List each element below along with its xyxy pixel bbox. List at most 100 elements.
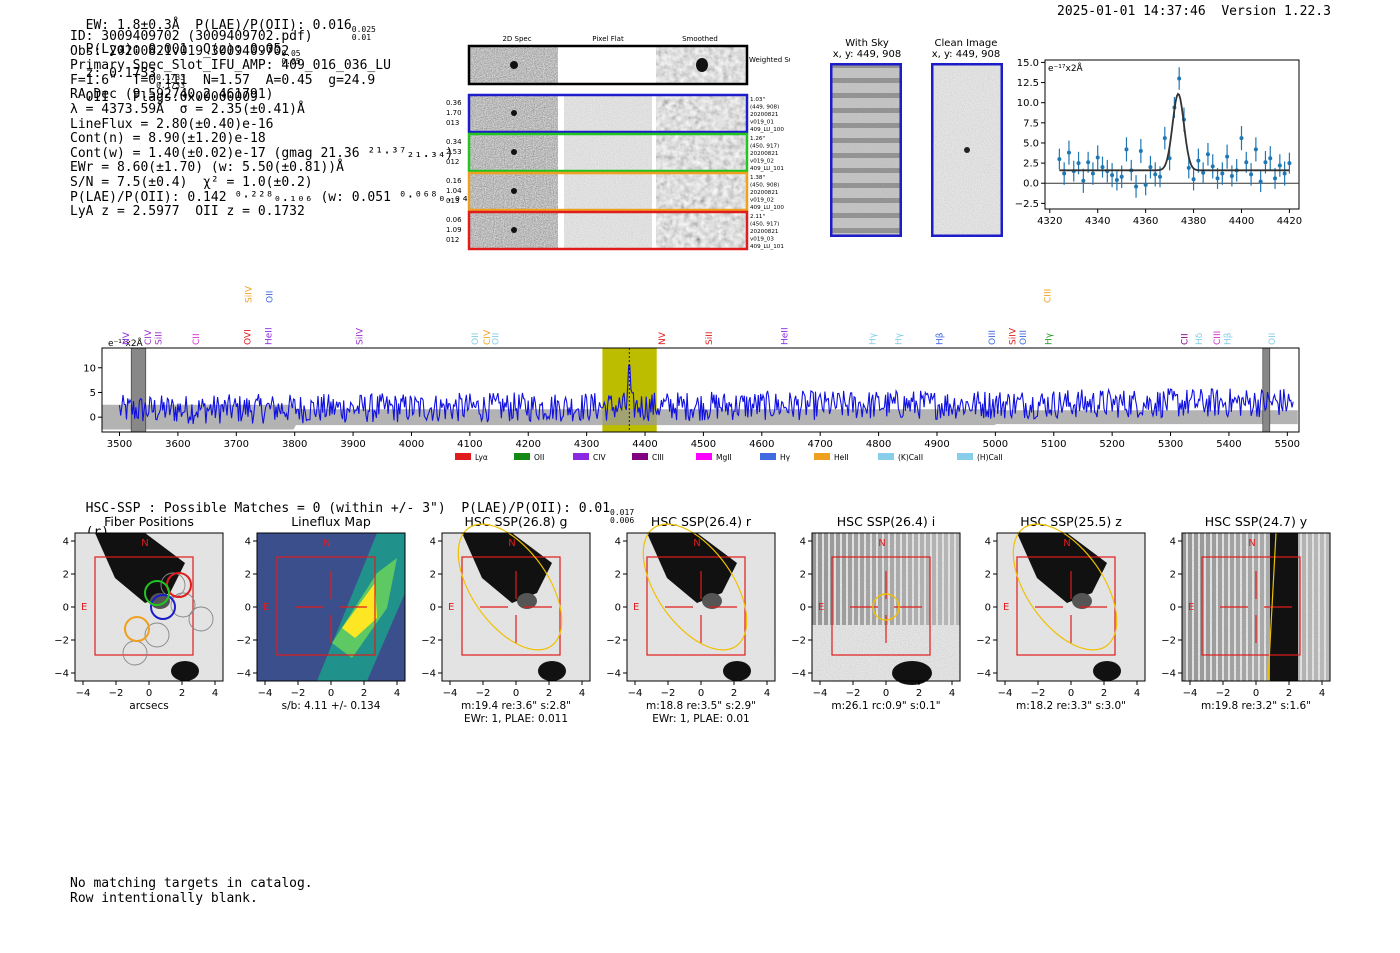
spectrum-xtick-label: 5200 bbox=[1099, 439, 1124, 450]
panel-ytick-label: 4 bbox=[800, 537, 806, 548]
panel-caption: m:26.1 rc:0.9" s:0.1" bbox=[831, 700, 940, 712]
panel-xtick-label: 4 bbox=[1319, 688, 1325, 699]
panel-ytick-label: −4 bbox=[54, 669, 69, 680]
panel-ytick-label: 0 bbox=[800, 603, 806, 614]
cutout-left-stat: 1.09 bbox=[446, 226, 462, 234]
cutout-frame bbox=[467, 171, 749, 212]
emission-line-label: OII bbox=[471, 333, 481, 345]
emission-line-name: CIII bbox=[1043, 289, 1053, 303]
cutout-frame bbox=[467, 210, 749, 251]
cutout-smoothed bbox=[656, 173, 746, 210]
with-sky-title: With Sky x, y: 449, 908 bbox=[826, 38, 908, 60]
fit-ytick-label: 12.5 bbox=[1017, 78, 1039, 89]
spectrum-xtick-label: 4200 bbox=[516, 439, 541, 450]
cutout-gap bbox=[652, 212, 656, 249]
emission-line-label: Hδ bbox=[1195, 332, 1205, 345]
galaxy-ellipse-edge bbox=[1267, 532, 1277, 682]
neighbor-source bbox=[723, 661, 751, 681]
cutout-right-meta: v019_02 bbox=[750, 159, 774, 165]
panel-xtick-label: −2 bbox=[109, 688, 124, 699]
emission-line-label: Hβ bbox=[935, 332, 945, 345]
cutout-left-stat: 0.36 bbox=[446, 99, 462, 107]
panel-title: Lineflux Map bbox=[291, 514, 371, 529]
info-line: Cont(w) = 1.40(±0.02)e-17 (gmag 21.36 ²¹… bbox=[70, 145, 454, 161]
panel-xtick-label: −2 bbox=[1216, 688, 1231, 699]
fiber-circle bbox=[144, 580, 170, 606]
cutout-smoothed bbox=[656, 212, 746, 249]
legend-label: CIV bbox=[593, 453, 606, 462]
fit-data-point bbox=[1148, 165, 1153, 170]
image-stripe bbox=[1260, 533, 1264, 681]
image-stripe bbox=[926, 533, 930, 625]
cutout-source-dot bbox=[511, 110, 517, 116]
emission-line-name: CIII bbox=[1213, 331, 1223, 345]
cutout-gap bbox=[558, 173, 563, 210]
panel-xtick-label: 4 bbox=[949, 688, 955, 699]
emission-line-label: NV bbox=[658, 331, 668, 345]
emission-line-label: CIV bbox=[483, 329, 493, 345]
image-stripe bbox=[824, 533, 828, 625]
compass-north: N bbox=[878, 538, 885, 549]
fit-ytick-label: 7.5 bbox=[1023, 118, 1039, 129]
panel-ytick-label: 0 bbox=[63, 603, 69, 614]
panel-i: HSC SSP(26.4) i N E −4 4 −2 2 0 0 2 −2 4 −4 m:26.1 rc… bbox=[782, 510, 990, 744]
cutout-right-meta: (450, 917) bbox=[750, 222, 779, 228]
spectrum-xtick-label: 4600 bbox=[749, 439, 774, 450]
panel-xtick-label: 2 bbox=[1286, 688, 1292, 699]
cutout-left-stat: 013 bbox=[446, 197, 459, 205]
fiber-circle bbox=[144, 622, 170, 648]
cutout-left-stat: 1.04 bbox=[446, 187, 462, 195]
cutout-right-meta: v019_03 bbox=[750, 237, 774, 243]
emission-line-name: SiII bbox=[705, 331, 715, 345]
cutout-pixelflat bbox=[564, 173, 652, 210]
cutout-pixelflat bbox=[564, 95, 652, 132]
legend-swatch bbox=[957, 453, 973, 460]
cutout-gap bbox=[558, 95, 563, 132]
panel-xtick-label: −2 bbox=[661, 688, 676, 699]
compass-east: E bbox=[1188, 602, 1194, 613]
panel-xtick-label: 0 bbox=[698, 688, 704, 699]
panel-xtick-label: 0 bbox=[513, 688, 519, 699]
fit-data-point bbox=[1066, 150, 1071, 155]
compass-north: N bbox=[693, 538, 700, 549]
emission-line-label: SiII bbox=[155, 331, 165, 345]
emission-line-name: CII bbox=[192, 333, 202, 345]
panel-xtick-label: −4 bbox=[998, 688, 1013, 699]
compass-north: N bbox=[1063, 538, 1070, 549]
panel-title: HSC SSP(24.7) y bbox=[1205, 514, 1308, 529]
fit-data-point bbox=[1263, 160, 1268, 165]
panel-ytick-label: 2 bbox=[800, 570, 806, 581]
image-stripe bbox=[836, 533, 840, 625]
with-sky-coords: x, y: 449, 908 bbox=[832, 49, 902, 60]
emission-line-label: HeII bbox=[265, 327, 275, 345]
panel-ytick-label: 2 bbox=[1170, 570, 1176, 581]
spectrum-xtick-label: 4300 bbox=[574, 439, 599, 450]
panel-ytick-label: 0 bbox=[615, 603, 621, 614]
header-q-lower: 0.05 bbox=[281, 57, 301, 66]
panel-ytick-label: −2 bbox=[1161, 636, 1176, 647]
panel-ytick-label: −4 bbox=[421, 669, 436, 680]
cutout-row: 0.16 1.04 013 1.38" (450, 908)20200821 v019_0… bbox=[446, 171, 784, 212]
hsc-plae-upper: 0.017 bbox=[610, 508, 635, 517]
fit-data-point bbox=[1076, 161, 1081, 166]
emission-line-label: SiIV bbox=[1008, 327, 1018, 345]
fit-data-point bbox=[1258, 179, 1263, 184]
cutout-right-meta: v019_02 bbox=[750, 198, 774, 204]
cutout-source-dot bbox=[511, 188, 517, 194]
emission-line-name: SiIV bbox=[356, 327, 366, 345]
emission-line-name: CII bbox=[1181, 333, 1191, 345]
fit-data-point bbox=[1162, 136, 1167, 141]
legend-label: CIII bbox=[652, 453, 664, 462]
emission-line-label: Hγ bbox=[895, 332, 905, 345]
cutout-right-meta: (449, 908) bbox=[750, 105, 779, 111]
emission-line-label: CIV bbox=[144, 329, 154, 345]
panel-caption: s/b: 4.11 +/- 0.134 bbox=[282, 700, 381, 712]
header-timestamp-version: 2025-01-01 14:37:46 Version 1.22.3 bbox=[1057, 4, 1331, 19]
panel-title: HSC SSP(26.4) r bbox=[651, 514, 752, 529]
panel-ytick-label: 4 bbox=[430, 537, 436, 548]
clean-image-coords: x, y: 449, 908 bbox=[931, 49, 1001, 60]
legend-swatch bbox=[455, 453, 471, 460]
cutout-source-dot bbox=[511, 149, 517, 155]
panel-caption: m:19.8 re:3.2" s:1.6" bbox=[1201, 700, 1311, 712]
weighted-pixelflat bbox=[558, 47, 656, 83]
